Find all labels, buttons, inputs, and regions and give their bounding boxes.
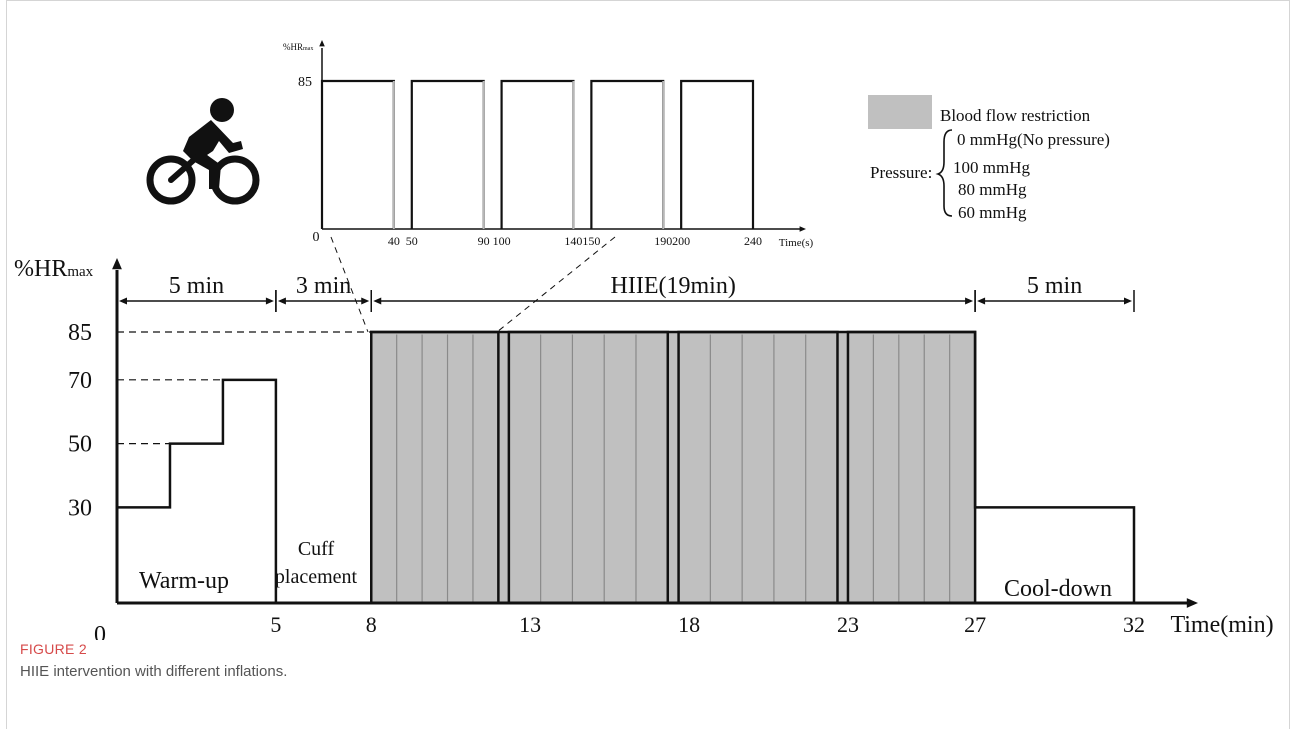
inset-on-interval — [410, 79, 485, 229]
x-tick-label: 18 — [678, 612, 700, 637]
x-tick-label: 13 — [519, 612, 541, 637]
main-chart: 30 50 70 85 0 5 8 13 18 23 27 32 Time(min) %HRmax 5 mi… — [14, 236, 1274, 640]
phase-label-cooldown: Cool-down — [1004, 576, 1112, 602]
interval-label: 5 min — [169, 273, 224, 299]
y-axis-label-main: %HR — [14, 256, 67, 282]
interval-arrow-right — [1124, 297, 1132, 305]
interval-label: HIIE(19min) — [611, 273, 736, 299]
inset-x-tick-label: 200 — [672, 234, 690, 248]
interval-arrow-left — [119, 297, 127, 305]
inset-x-tick-label: 50 — [406, 234, 418, 248]
inset-y-axis-arrow — [319, 40, 325, 47]
y-axis-label: %HRmax — [14, 256, 94, 282]
inset-x-axis-arrow — [799, 226, 806, 232]
legend: Blood flow restriction Pressure: 0 mmHg(No… — [868, 95, 1110, 222]
figure-caption: FIGURE 2 HIIE intervention with differen… — [20, 641, 920, 680]
inset-y-tick-label: 85 — [298, 75, 312, 90]
inset-x-tick-label: 100 — [493, 234, 511, 248]
pressure-value: 60 mmHg — [958, 203, 1027, 222]
x-tick-label: 32 — [1123, 612, 1145, 637]
x-tick-label: 8 — [366, 612, 377, 637]
inset-on-interval — [680, 79, 755, 229]
inset-x-tick-label: 40 — [388, 234, 400, 248]
zoom-connector — [330, 236, 369, 333]
bfr-shaded-region — [371, 332, 976, 603]
bfr-legend-label: Blood flow restriction — [940, 106, 1091, 125]
phase-label-cuff: Cuff — [298, 538, 335, 560]
inset-x-tick-label: 140 — [564, 234, 582, 248]
origin-label: 0 — [94, 622, 106, 640]
x-tick-label: 5 — [270, 612, 281, 637]
pressure-value: 80 mmHg — [958, 180, 1027, 199]
y-axis-label-sub: max — [67, 264, 93, 280]
y-tick-label: 85 — [68, 320, 92, 346]
interval-arrow-left — [977, 297, 986, 305]
inset-chart: 40 50 90 100 140 150 190 200 240 Time(s) 85 0 %HRmax — [283, 40, 814, 249]
pressure-brace — [935, 129, 953, 217]
inset-x-tick-label: 190 — [654, 234, 672, 248]
inset-on-interval — [320, 79, 395, 229]
inset-y-axis-label-sub: max — [303, 46, 313, 52]
inset-y-axis-label-main: %HR — [283, 42, 303, 52]
interval-arrow-left — [277, 297, 286, 305]
x-tick-label: 23 — [837, 612, 859, 637]
inset-on-interval — [590, 79, 665, 229]
pressure-value: 100 mmHg — [953, 158, 1030, 177]
figure-frame — [6, 0, 1290, 729]
interval-label: 3 min — [296, 273, 351, 299]
inset-x-tick-label: 150 — [582, 234, 600, 248]
phase-label-placement: placement — [275, 566, 358, 588]
y-axis-arrow — [112, 258, 122, 270]
caption-label: FIGURE 2 — [20, 641, 87, 657]
y-tick-label: 50 — [68, 432, 92, 458]
x-axis-label: Time(min) — [1170, 612, 1273, 638]
inset-x-tick-label: 240 — [744, 234, 762, 248]
bfr-legend-swatch — [868, 95, 932, 129]
interval-label: 5 min — [1027, 273, 1082, 299]
y-tick-label: 70 — [68, 368, 92, 394]
zoom-connector — [496, 236, 616, 333]
inset-x-tick-label: 90 — [478, 234, 490, 248]
cyclist-icon — [146, 98, 260, 205]
x-tick-label: 27 — [964, 612, 986, 637]
y-tick-label: 30 — [68, 495, 92, 521]
inset-origin-label: 0 — [313, 230, 320, 245]
interval-arrow-right — [361, 297, 370, 305]
caption-text: HIIE intervention with different inflati… — [20, 663, 288, 680]
inset-on-interval — [500, 79, 575, 229]
x-axis-arrow — [1186, 598, 1198, 608]
inset-y-axis-label: %HRmax — [283, 42, 313, 52]
pressure-label: Pressure: — [870, 163, 932, 182]
phase-label-warmup: Warm-up — [139, 568, 229, 594]
interval-arrow-right — [265, 297, 274, 305]
pressure-value: 0 mmHg(No pressure) — [957, 130, 1110, 149]
interval-arrow-right — [965, 297, 974, 305]
interval-arrow-left — [373, 297, 382, 305]
inset-x-axis-label: Time(s) — [779, 237, 814, 249]
